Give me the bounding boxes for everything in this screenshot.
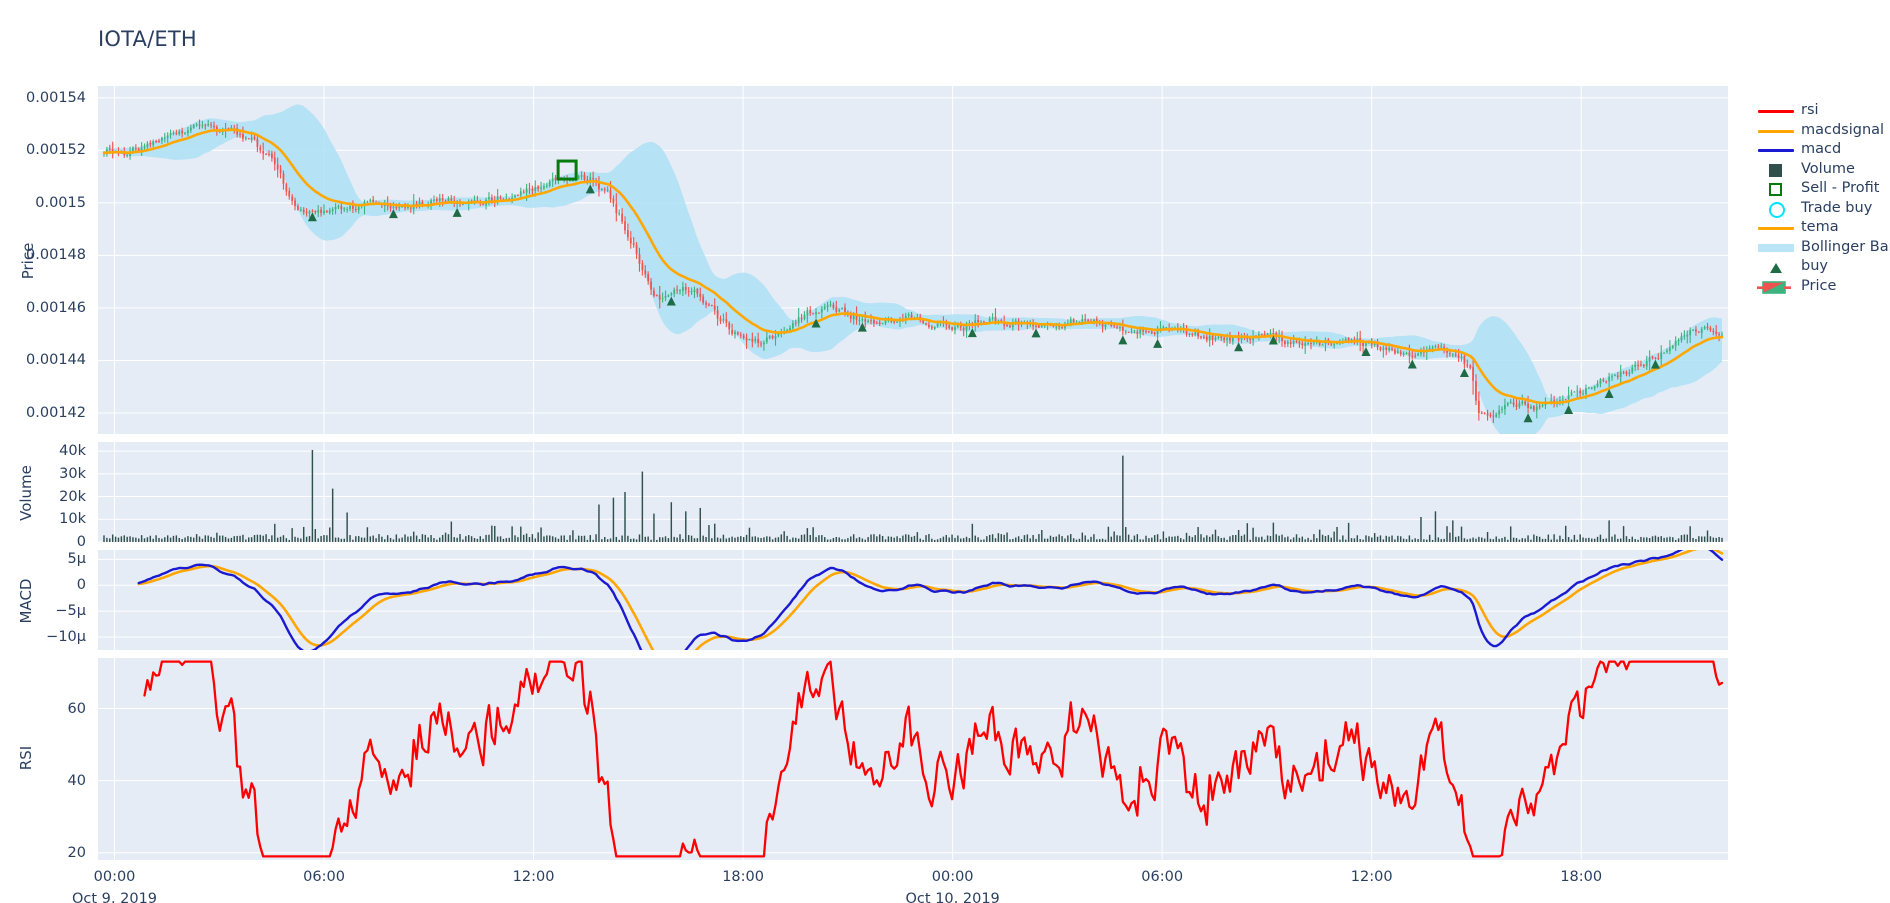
legend-item-label: Price [1801,277,1837,294]
line-icon [1755,140,1797,160]
legend-item-label: buy [1801,258,1828,274]
price-y-tick-label: 0.0015 [35,194,86,211]
macd-y-tick-label: −10µ [46,629,86,646]
legend-item-tema[interactable]: tema [1755,218,1890,238]
x-date-label: Oct 9, 2019 [72,891,158,903]
legend-item-buy[interactable]: buy [1755,257,1890,277]
volume-y-tick-label: 10k [59,511,86,528]
volume-y-tick-label: 30k [59,465,86,482]
legend-item-label: Volume [1801,160,1855,177]
volume-y-tick-label: 40k [59,443,86,460]
legend-item-label: rsi [1801,102,1819,118]
volume-y-tick-label: 0 [76,534,86,550]
price-y-tick-label: 0.00152 [26,142,86,159]
legend-item-label: tema [1801,219,1839,235]
price-y-tick-label: 0.00148 [26,247,86,264]
legend-item-rsi[interactable]: rsi [1755,101,1890,121]
legend-item-bollinger-band[interactable]: Bollinger Band [1755,238,1890,258]
price-plot-panel[interactable] [98,86,1728,434]
x-tick-label: 18:00 [722,869,765,885]
line-icon [1755,218,1797,238]
macd-y-tick-label: −5µ [55,603,86,620]
rsi-axis-title: RSI [17,745,35,771]
legend-item-price[interactable]: Price [1755,277,1890,297]
legend-item-label: Bollinger Band [1801,238,1890,255]
volume-y-tick-label: 20k [59,488,86,505]
x-tick-label: 06:00 [303,869,345,885]
macd-y-tick-label: 5µ [67,551,86,568]
band-icon [1755,238,1797,258]
page-title: IOTA/ETH [98,27,197,51]
rsi-y-tick-label: 60 [67,700,86,717]
price-y-tick-label: 0.00146 [26,299,86,316]
legend-item-volume[interactable]: Volume [1755,160,1890,180]
price-y-tick-label: 0.00144 [26,352,86,369]
x-tick-label: 12:00 [512,869,555,885]
volume-axis-title: Volume [17,465,35,521]
volume-plot-panel[interactable] [98,442,1728,542]
macd-y-axis: 5µ 0 −5µ −10µ [0,550,86,650]
x-tick-label: 00:00 [93,869,136,885]
macd-axis-title: MACD [17,578,35,624]
price-y-tick-label: 0.00142 [26,404,86,421]
legend-item-macdsignal[interactable]: macdsignal [1755,121,1890,141]
rsi-y-tick-label: 40 [67,772,86,789]
legend-item-label: macdsignal [1801,121,1885,138]
square-filled-icon [1755,160,1797,180]
rsi-plot-panel[interactable] [98,658,1728,860]
macd-y-tick-label: 0 [76,577,86,594]
rsi-y-tick-label: 20 [67,844,86,861]
x-tick-label: 00:00 [931,869,974,885]
x-tick-label: 06:00 [1141,869,1184,885]
x-tick-label: 18:00 [1560,869,1603,885]
legend-item-macd[interactable]: macd [1755,140,1890,160]
legend-item-label: Sell - Profit [1801,180,1880,196]
macd-plot-panel[interactable] [98,550,1728,650]
legend-item-label: macd [1801,141,1842,157]
line-icon [1755,101,1797,121]
price-axis-title: Price [19,242,37,280]
price-y-tick-label: 0.00154 [26,89,86,106]
square-open-icon [1755,179,1797,199]
legend-item-trade-buy[interactable]: Trade buy [1755,199,1890,219]
volume-y-axis: 40k 30k 20k 10k 0 [0,442,86,550]
x-tick-label: 12:00 [1350,869,1393,885]
legend-item-sell-profit[interactable]: Sell - Profit [1755,179,1890,199]
legend-item-label: Trade buy [1801,199,1873,216]
triangle-up-icon [1755,257,1797,277]
price-y-axis: 0.00154 0.00152 0.0015 0.00148 0.00146 0.0014… [0,86,86,434]
candlestick-icon [1755,277,1797,297]
x-date-label: Oct 10, 2019 [905,891,1000,903]
line-icon [1755,121,1797,141]
rsi-y-axis: 60 40 20 [0,658,86,861]
chart-legend[interactable]: rsi macdsignal macd Volume Sell - Profit Trad… [1755,101,1890,296]
circle-open-icon [1755,199,1797,219]
